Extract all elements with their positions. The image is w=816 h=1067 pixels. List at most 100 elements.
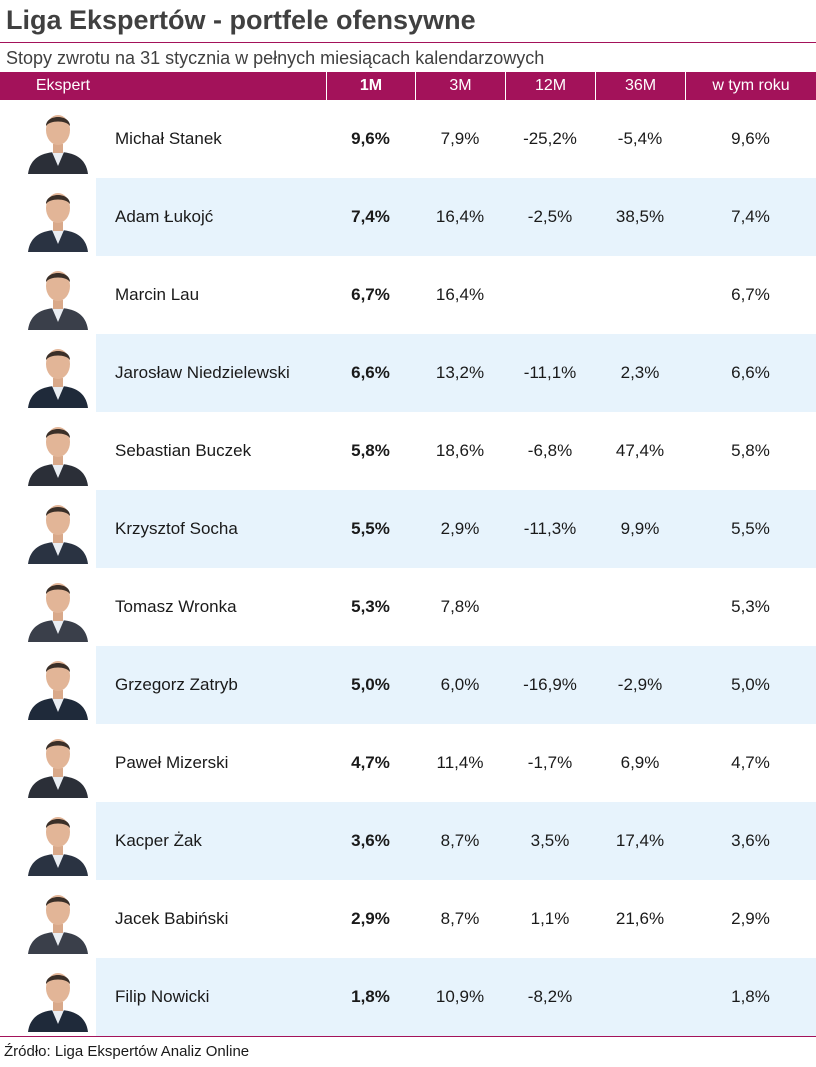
- row-background: [96, 646, 816, 724]
- return-3m: 2,9%: [440, 519, 480, 538]
- row-background: [96, 178, 816, 256]
- row-background: [96, 958, 816, 1036]
- return-1m: 6,7%: [351, 285, 390, 304]
- row-background: [96, 490, 816, 568]
- return-1m: 6,6%: [351, 363, 390, 382]
- return-1m: 7,4%: [351, 207, 390, 226]
- return-ytd: 5,3%: [731, 597, 770, 616]
- return-3m: 11,4%: [436, 753, 484, 772]
- return-3m: 10,9%: [435, 987, 485, 1006]
- return-36m: -5,4%: [617, 129, 663, 148]
- return-ytd: 5,8%: [731, 441, 770, 460]
- table-body: Michał Stanek 9,6% 7,9% -25,2% -5,4% 9,6% Adam…: [0, 100, 816, 1036]
- return-12m: [505, 256, 595, 334]
- expert-photo: [24, 886, 92, 954]
- return-ytd: 9,6%: [731, 129, 770, 148]
- return-1m: 5,0%: [351, 675, 390, 694]
- table-row: Tomasz Wronka 5,3% 7,8% 5,3%: [0, 568, 816, 646]
- return-12m: -6,8%: [527, 441, 573, 460]
- expert-photo: [24, 652, 92, 720]
- column-header-1m: 1M: [326, 72, 415, 100]
- return-12m: -16,9%: [523, 675, 577, 694]
- column-header-ytd: w tym roku: [685, 72, 816, 100]
- expert-name: Filip Nowicki: [115, 987, 210, 1006]
- return-ytd: 6,6%: [731, 363, 770, 382]
- return-3m: 7,8%: [440, 597, 480, 616]
- return-36m: [595, 568, 685, 646]
- expert-name: Kacper Żak: [115, 831, 202, 850]
- return-12m: -25,2%: [523, 129, 577, 148]
- return-3m: 8,7%: [440, 831, 480, 850]
- return-36m: 38,5%: [615, 207, 665, 226]
- return-12m: -2,5%: [527, 207, 573, 226]
- table-row: Adam Łukojć 7,4% 16,4% -2,5% 38,5% 7,4%: [0, 178, 816, 256]
- return-12m: -8,2%: [527, 987, 573, 1006]
- return-3m: 16,4%: [435, 285, 485, 304]
- return-1m: 5,8%: [351, 441, 390, 460]
- expert-name: Jacek Babiński: [115, 909, 229, 928]
- table-header: Ekspert 1M 3M 12M 36M w tym roku: [0, 72, 816, 100]
- return-ytd: 2,9%: [731, 909, 770, 928]
- table-row: Paweł Mizerski 4,7% 11,4% -1,7% 6,9% 4,7%: [0, 724, 816, 802]
- return-1m: 4,7%: [351, 753, 390, 772]
- return-36m: 2,3%: [620, 363, 660, 382]
- return-1m: 3,6%: [351, 831, 390, 850]
- table-row: Kacper Żak 3,6% 8,7% 3,5% 17,4% 3,6%: [0, 802, 816, 880]
- column-header-12m: 12M: [505, 72, 595, 100]
- expert-photo: [24, 340, 92, 408]
- return-36m: 6,9%: [620, 753, 660, 772]
- return-12m: 1,1%: [530, 909, 570, 928]
- column-header-expert-label: Ekspert: [35, 77, 91, 94]
- expert-name: Jarosław Niedzielewski: [115, 363, 290, 382]
- expert-name: Tomasz Wronka: [115, 597, 237, 616]
- return-36m: 9,9%: [620, 519, 660, 538]
- return-12m: [505, 568, 595, 646]
- return-3m: 16,4%: [435, 207, 485, 226]
- table-row: Jarosław Niedzielewski 6,6% 13,2% -11,1% 2,3…: [0, 334, 816, 412]
- return-ytd: 6,7%: [731, 285, 770, 304]
- column-header-3m: 3M: [415, 72, 505, 100]
- expert-photo: [24, 262, 92, 330]
- expert-photo: [24, 184, 92, 252]
- return-12m: -1,7%: [527, 753, 573, 772]
- expert-photo: [24, 964, 92, 1032]
- return-1m: 5,3%: [351, 597, 390, 616]
- table-row: Filip Nowicki 1,8% 10,9% -8,2% 1,8%: [0, 958, 816, 1036]
- return-ytd: 3,6%: [731, 831, 770, 850]
- page-subtitle: Stopy zwrotu na 31 stycznia w pełnych mi…: [6, 48, 545, 68]
- return-36m: -2,9%: [617, 675, 663, 694]
- expert-photo: [24, 496, 92, 564]
- column-header-36m: 36M: [595, 72, 685, 100]
- return-36m: 21,6%: [615, 909, 665, 928]
- table-row: Grzegorz Zatryb 5,0% 6,0% -16,9% -2,9% 5,0%: [0, 646, 816, 724]
- return-1m: 2,9%: [351, 909, 390, 928]
- page-title: Liga Ekspertów - portfele ofensywne: [6, 5, 476, 35]
- return-3m: 18,6%: [435, 441, 485, 460]
- row-background: [96, 334, 816, 412]
- return-1m: 9,6%: [351, 129, 390, 148]
- return-ytd: 5,5%: [731, 519, 770, 538]
- expert-photo: [24, 574, 92, 642]
- row-background: [96, 802, 816, 880]
- expert-name: Paweł Mizerski: [115, 753, 229, 772]
- expert-photo: [24, 418, 92, 486]
- return-36m: [595, 256, 685, 334]
- column-header-expert: Ekspert: [0, 72, 326, 100]
- table-row: Krzysztof Socha 5,5% 2,9% -11,3% 9,9% 5,5%: [0, 490, 816, 568]
- expert-photo: [24, 730, 92, 798]
- return-12m: -11,1%: [523, 363, 577, 382]
- return-3m: 13,2%: [435, 363, 485, 382]
- return-1m: 1,8%: [351, 987, 390, 1006]
- table-row: Marcin Lau 6,7% 16,4% 6,7%: [0, 256, 816, 334]
- table-row: Sebastian Buczek 5,8% 18,6% -6,8% 47,4% 5,8%: [0, 412, 816, 490]
- return-3m: 7,9%: [440, 129, 480, 148]
- expert-name: Marcin Lau: [115, 285, 200, 304]
- return-ytd: 4,7%: [731, 753, 770, 772]
- expert-photo: [24, 106, 92, 174]
- expert-name: Grzegorz Zatryb: [115, 675, 238, 694]
- return-36m: [595, 958, 685, 1036]
- table-row: Jacek Babiński 2,9% 8,7% 1,1% 21,6% 2,9%: [0, 880, 816, 958]
- source-note: Źródło: Liga Ekspertów Analiz Online: [4, 1043, 250, 1060]
- return-ytd: 7,4%: [731, 207, 770, 226]
- return-36m: 17,4%: [615, 831, 665, 850]
